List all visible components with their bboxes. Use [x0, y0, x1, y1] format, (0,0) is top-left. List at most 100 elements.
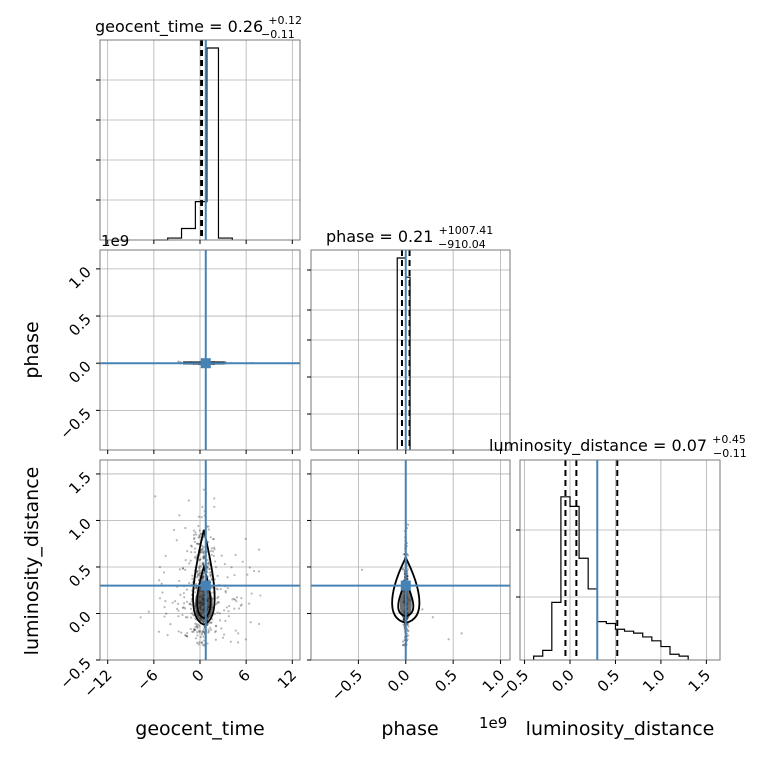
- p20-sample-point: [198, 572, 201, 575]
- p21-sample-point: [406, 574, 409, 577]
- p20-sample-point: [209, 536, 212, 539]
- p20-sample-point: [197, 536, 200, 539]
- p20-sample-point: [197, 524, 200, 528]
- p20-sample-point: [202, 557, 205, 560]
- p20-sample-point: [210, 621, 213, 624]
- p20-sample-point: [181, 613, 184, 617]
- p20-sample-point: [182, 606, 185, 609]
- title-luminosity-distance: luminosity_distance = 0.07 +0.45 −0.11: [489, 428, 751, 460]
- p20-sample-point: [188, 582, 191, 585]
- p20-sample-point: [177, 602, 180, 605]
- p20-sample-point: [163, 615, 166, 618]
- p20-sample-point: [207, 628, 210, 631]
- p20-sample-point: [198, 641, 201, 644]
- p20-sample-point: [202, 575, 205, 578]
- p22-xtick-label: 0.0: [548, 666, 578, 696]
- p21-xtick-label: 0.5: [431, 666, 461, 696]
- p20-sample-point: [234, 598, 237, 601]
- p20-sample-point: [246, 573, 249, 576]
- p20-sample-point: [184, 559, 187, 562]
- p20-sample-point: [177, 630, 180, 633]
- p20-sample-point: [161, 591, 164, 594]
- p20-sample-point: [200, 641, 203, 645]
- p20-sample-point: [235, 596, 239, 599]
- p20-sample-point: [200, 532, 203, 535]
- p20-sample-point: [220, 627, 223, 630]
- p20-ytick-label: 1.0: [65, 515, 95, 545]
- p20-sample-point: [212, 554, 216, 558]
- p20-sample-point: [219, 587, 222, 591]
- p20-contour-outer: [192, 529, 216, 626]
- p20-sample-point: [202, 556, 205, 559]
- p20-sample-point: [206, 558, 209, 561]
- p21-sample-point: [401, 640, 405, 643]
- p20-sample-point: [214, 566, 218, 569]
- p20-sample-point: [235, 600, 238, 603]
- p20-sample-point: [198, 534, 201, 537]
- p20-sample-point: [221, 636, 225, 639]
- p20-sample-point: [158, 579, 161, 582]
- xlabel-luminosity-distance: luminosity_distance: [526, 718, 715, 740]
- p20-sample-point: [169, 623, 172, 626]
- p20-sample-point: [199, 630, 202, 633]
- p21-sample-point: [401, 568, 404, 571]
- p20-sample-point: [191, 613, 194, 616]
- p20-sample-point: [202, 561, 205, 564]
- p20-sample-point: [206, 623, 209, 627]
- p20-sample-point: [192, 529, 196, 532]
- p20-sample-point: [193, 629, 196, 632]
- distance-histogram: [533, 496, 689, 660]
- p20-sample-point: [207, 630, 211, 633]
- p20-sample-point: [189, 559, 192, 562]
- p20-sample-point: [190, 612, 193, 615]
- title-geocent-time-plus: +0.12: [268, 14, 302, 27]
- p20-sample-point: [196, 626, 199, 630]
- p20-sample-point: [195, 641, 199, 644]
- p20-sample-point: [209, 621, 212, 624]
- p20-sample-point: [208, 626, 212, 629]
- p20-sample-point: [166, 634, 169, 637]
- p21-sample-point: [403, 578, 406, 582]
- p21-sample-point: [407, 630, 410, 633]
- p20-sample-point: [198, 529, 201, 532]
- p20-sample-point: [202, 578, 205, 581]
- p21-frame: [310, 459, 511, 661]
- p20-sample-point: [199, 551, 202, 554]
- p20-sample-point: [211, 586, 214, 589]
- p20-sample-point: [198, 574, 201, 577]
- p20-sample-point: [157, 630, 160, 633]
- p20-sample-point: [250, 592, 253, 595]
- p20-sample-point: [164, 599, 167, 603]
- p20-xtick-label: −6: [133, 666, 161, 694]
- p20-sample-point: [207, 562, 210, 565]
- p20-sample-point: [257, 622, 261, 626]
- p20-sample-point: [237, 607, 241, 610]
- p20-sample-point: [224, 589, 227, 593]
- p20-sample-point: [212, 537, 215, 541]
- p20-sample-point: [193, 551, 197, 554]
- p20-sample-point: [164, 554, 167, 557]
- p20-sample-point: [225, 606, 228, 609]
- p20-sample-point: [184, 568, 187, 571]
- p20-sample-point: [190, 616, 193, 619]
- p20-sample-point: [202, 575, 205, 578]
- p20-sample-point: [207, 525, 210, 528]
- p20-sample-point: [218, 612, 221, 615]
- p20-sample-point: [185, 588, 189, 591]
- p20-sample-point: [223, 609, 226, 612]
- p20-sample-point: [210, 586, 213, 590]
- p20-sample-point: [197, 573, 200, 576]
- p20-sample-point: [201, 578, 204, 581]
- title-phase-plus: +1007.41: [439, 224, 494, 237]
- p20-sample-point: [184, 526, 187, 530]
- p20-sample-point: [213, 548, 216, 551]
- p20-sample-point: [194, 531, 197, 534]
- p20-sample-point: [199, 635, 202, 639]
- p20-sample-point: [202, 545, 205, 549]
- p10-ytick-label: 1.0: [65, 263, 95, 293]
- p20-sample-point: [189, 627, 192, 631]
- p20-sample-point: [210, 553, 213, 556]
- p20-sample-point: [176, 607, 179, 611]
- p20-sample-point: [233, 607, 236, 610]
- p20-sample-point: [194, 557, 198, 560]
